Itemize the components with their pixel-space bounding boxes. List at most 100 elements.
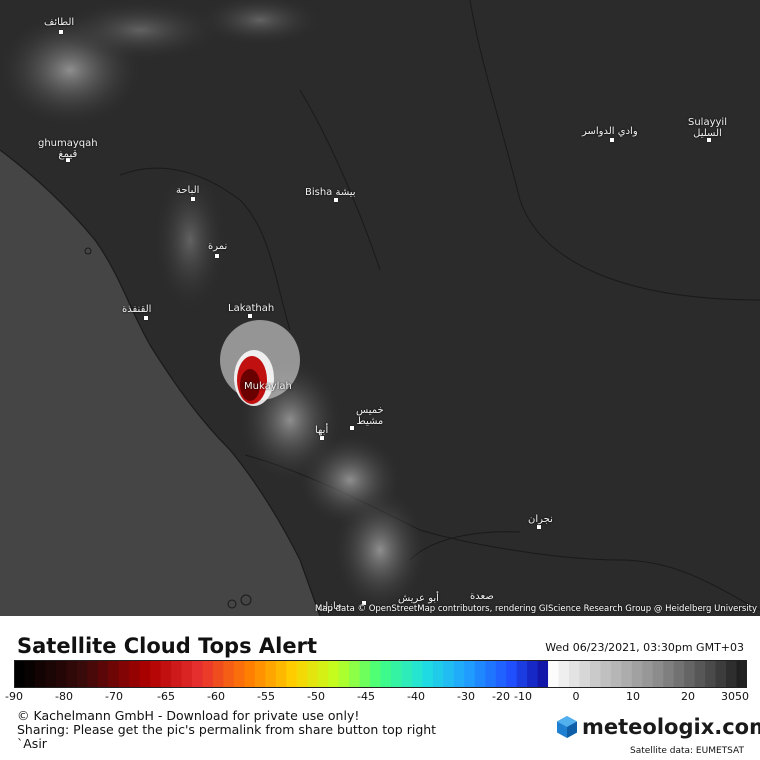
scale-swatch (715, 660, 727, 688)
city-label-albaha: الباحة (176, 185, 200, 196)
scale-swatch (76, 660, 88, 688)
scale-swatch (34, 660, 46, 688)
meteologix-logo[interactable]: meteologix.com (556, 715, 760, 739)
scale-tick-label: -55 (257, 690, 275, 703)
scale-swatch (694, 660, 706, 688)
scale-swatch (432, 660, 444, 688)
scale-swatch (14, 660, 25, 688)
city-label-khamis: خميس مشيط (356, 405, 384, 427)
scale-swatch (192, 660, 203, 688)
scale-swatch (265, 660, 277, 688)
city-dot (320, 436, 324, 440)
scale-swatch (244, 660, 256, 688)
scale-swatch (642, 660, 654, 688)
timestamp: Wed 06/23/2021, 03:30pm GMT+03 (545, 641, 744, 654)
scale-swatch (684, 660, 696, 688)
scale-swatch (726, 660, 738, 688)
copyright-text: © Kachelmann GmbH - Download for private… (17, 708, 360, 723)
scale-tick-label: -65 (157, 690, 175, 703)
color-scale (14, 660, 747, 688)
scale-swatch (160, 660, 172, 688)
scale-swatch (223, 660, 235, 688)
scale-swatch (338, 660, 350, 688)
satellite-map[interactable]: الطائف ghumayqah قيمغ الباحة Bisha بيشة … (0, 0, 760, 616)
scale-swatch (548, 660, 560, 688)
scale-tick-label: -70 (105, 690, 123, 703)
scale-swatch (610, 660, 622, 688)
border-line (299, 89, 381, 271)
city-dot (215, 254, 219, 258)
scale-swatch (171, 660, 183, 688)
map-attribution[interactable]: Map data © OpenStreetMap contributors, r… (315, 604, 757, 614)
scale-swatch (652, 660, 664, 688)
scale-tick-label: -45 (357, 690, 375, 703)
cube-icon (557, 716, 577, 738)
city-label-bisha: Bisha بيشة (305, 187, 356, 198)
page-title: Satellite Cloud Tops Alert (17, 634, 317, 658)
scale-swatch (233, 660, 245, 688)
scale-swatch (55, 660, 67, 688)
scale-swatch (108, 660, 120, 688)
border-line (469, 0, 760, 301)
city-label-taif: الطائف (44, 17, 75, 28)
scale-swatch (663, 660, 675, 688)
scale-swatch (673, 660, 685, 688)
scale-swatch (129, 660, 141, 688)
scale-swatch (537, 660, 549, 688)
scale-swatch (474, 660, 486, 688)
scale-tick-label: 0 (572, 690, 580, 703)
scale-swatch (87, 660, 99, 688)
scale-swatch (286, 660, 298, 688)
scale-tick-label: 20 (681, 690, 695, 703)
city-dot (248, 314, 252, 318)
scale-swatch (254, 660, 266, 688)
legend-panel: Satellite Cloud Tops Alert Wed 06/23/202… (0, 616, 760, 760)
storm-core (240, 369, 260, 401)
scale-swatch (621, 660, 633, 688)
city-dot (610, 138, 614, 142)
city-label-najran: نجران (528, 514, 553, 525)
scale-swatch (359, 660, 371, 688)
scale-swatch (45, 660, 57, 688)
coastline (0, 149, 321, 616)
sharing-text: Sharing: Please get the pic's permalink … (17, 722, 437, 737)
scale-swatch (202, 660, 214, 688)
scale-swatch (600, 660, 612, 688)
scale-tick-label: -30 (457, 690, 475, 703)
scale-tick-label: -40 (407, 690, 425, 703)
border-line (119, 167, 291, 331)
border-line (409, 531, 521, 561)
scale-swatch (558, 660, 570, 688)
scale-tick-label: -60 (207, 690, 225, 703)
scale-swatch (453, 660, 465, 688)
satellite-source: Satellite data: EUMETSAT (630, 746, 744, 756)
city-label-abuarish: أبو عريش (398, 593, 439, 604)
city-label-abha: أبها (315, 425, 329, 436)
city-dot (707, 138, 711, 142)
city-dot (537, 525, 541, 529)
city-dot (144, 316, 148, 320)
map-canvas (0, 0, 760, 616)
city-label-jazan: جازان (318, 601, 343, 612)
scale-swatch (118, 660, 130, 688)
scale-swatch (307, 660, 319, 688)
scale-swatch (181, 660, 193, 688)
city-dot (362, 601, 366, 605)
red-sea (0, 150, 320, 616)
city-dot (59, 30, 63, 34)
scale-swatch (349, 660, 361, 688)
scale-tick-label: 10 (626, 690, 640, 703)
scale-swatch (411, 660, 423, 688)
city-label-saada: صعدة (470, 591, 494, 602)
city-dot (191, 197, 195, 201)
scale-swatch (527, 660, 539, 688)
scale-swatch (370, 660, 381, 688)
city-label-sulayyil: Sulayyil السليل (688, 117, 727, 139)
scale-swatch (589, 660, 601, 688)
scale-swatch (736, 660, 747, 688)
city-label-namira: نمرة (208, 241, 228, 252)
scale-tick-label: 50 (735, 690, 749, 703)
logo-text: meteologix.com (582, 715, 760, 739)
scale-tick-label: -50 (307, 690, 325, 703)
city-label-lakathah: Lakathah (228, 303, 275, 314)
